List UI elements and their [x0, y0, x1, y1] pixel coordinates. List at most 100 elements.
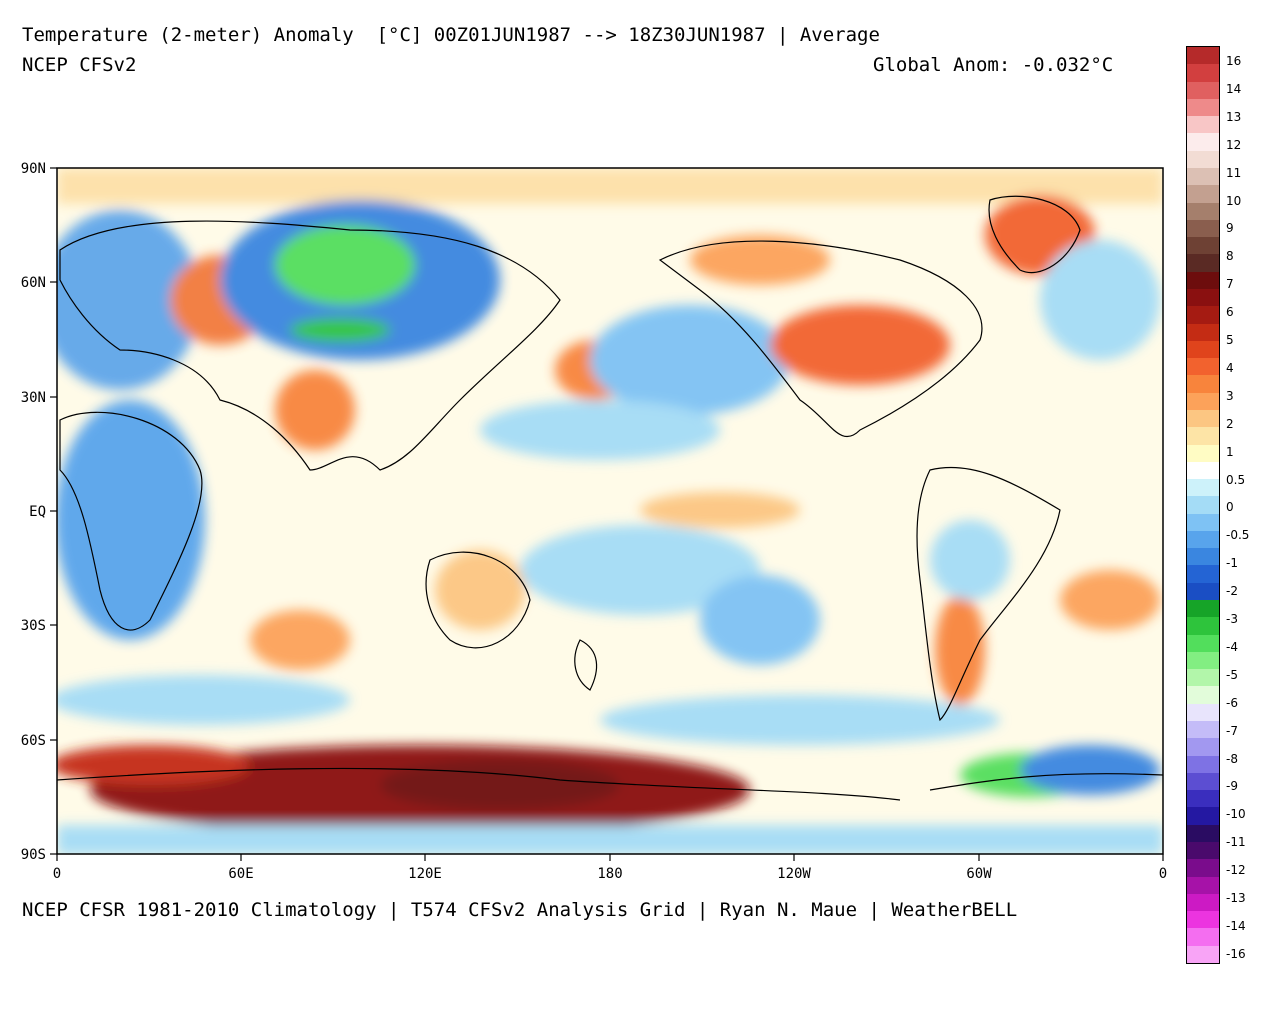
legend-swatch [1187, 185, 1219, 204]
legend-swatch [1187, 98, 1219, 117]
legend-label: -9 [1226, 779, 1238, 794]
legend-swatch [1187, 876, 1219, 895]
legend-swatch [1187, 461, 1219, 480]
legend-label: 1 [1226, 444, 1234, 459]
legend-label: 13 [1226, 109, 1242, 124]
legend-label: 9 [1226, 221, 1234, 236]
legend-swatch [1187, 323, 1219, 342]
legend-swatch [1187, 565, 1219, 584]
legend-swatch [1187, 721, 1219, 739]
legend-swatch [1187, 617, 1219, 636]
legend-swatch [1187, 64, 1219, 83]
legend-label: 6 [1226, 305, 1234, 320]
lat-label: 90S [21, 847, 46, 863]
lon-label: 60E [228, 866, 253, 882]
legend-label: 14 [1226, 81, 1242, 96]
legend-swatch [1187, 358, 1219, 376]
legend-label: -2 [1226, 584, 1238, 599]
lat-label: 90N [21, 161, 46, 177]
legend-swatch [1187, 116, 1219, 134]
chart-title: Temperature (2-meter) Anomaly [°C] 00Z01… [22, 24, 880, 46]
legend-swatch [1187, 392, 1219, 411]
legend-swatch [1187, 150, 1219, 169]
legend-label: -8 [1226, 751, 1238, 766]
legend-swatch [1187, 375, 1219, 394]
legend-label: -4 [1226, 639, 1238, 654]
legend-swatch [1187, 772, 1219, 791]
legend-label: -14 [1226, 918, 1246, 933]
lon-label: 120E [408, 866, 442, 882]
legend-swatch [1187, 306, 1219, 325]
legend-label: 0 [1226, 500, 1234, 515]
legend-swatch [1187, 911, 1219, 929]
legend-swatch [1187, 47, 1219, 65]
legend-swatch [1187, 409, 1219, 428]
legend-swatch [1187, 219, 1219, 238]
legend-swatch [1187, 340, 1219, 359]
legend-label: 2 [1226, 416, 1234, 431]
global-anomaly-value: Global Anom: -0.032°C [873, 54, 1114, 76]
legend-swatch [1187, 686, 1219, 705]
legend-label: -1 [1226, 556, 1238, 571]
legend-label: 4 [1226, 360, 1234, 375]
legend-label: 5 [1226, 333, 1234, 347]
legend-label: 11 [1226, 165, 1242, 180]
legend-label: -10 [1226, 807, 1246, 822]
legend-swatch [1187, 444, 1219, 463]
legend-swatch [1187, 133, 1219, 152]
legend-label: -0.5 [1226, 528, 1250, 543]
legend-swatch [1187, 842, 1219, 860]
legend-swatch [1187, 271, 1219, 290]
legend-swatch [1187, 254, 1219, 273]
legend-label: -7 [1226, 723, 1238, 738]
legend-label: 7 [1226, 277, 1234, 292]
legend-swatch [1187, 703, 1219, 722]
legend-label: -16 [1226, 946, 1246, 961]
lon-label: 0 [1159, 866, 1167, 882]
legend-swatch [1187, 530, 1219, 549]
legend-label: -5 [1226, 667, 1238, 682]
legend-label: 8 [1226, 249, 1234, 264]
legend-swatch [1187, 928, 1219, 947]
legend-label: -6 [1226, 695, 1238, 710]
legend-swatch [1187, 202, 1219, 221]
legend-swatch [1187, 790, 1219, 808]
lon-label: 120W [777, 866, 811, 882]
lon-label: 60W [966, 866, 992, 882]
legend-label: -11 [1226, 835, 1246, 850]
anomaly-map: 90N 60N 30N EQ 30S 60S 90S 0 60E 120E 18… [21, 161, 1168, 882]
legend-swatch [1187, 945, 1219, 964]
legend-swatch [1187, 237, 1219, 255]
lat-label: 30S [21, 618, 46, 634]
color-legend [1186, 46, 1220, 964]
legend-swatch [1187, 496, 1219, 515]
legend-label: -13 [1226, 891, 1246, 905]
legend-swatch [1187, 427, 1219, 445]
legend-label: -3 [1226, 612, 1238, 626]
legend-swatch [1187, 288, 1219, 307]
lat-label: EQ [29, 504, 46, 520]
legend-swatch [1187, 669, 1219, 687]
legend-swatch [1187, 651, 1219, 670]
legend-label: 3 [1226, 388, 1234, 403]
coastlines [57, 195, 1163, 801]
legend-swatch [1187, 807, 1219, 826]
footer-credits: NCEP CFSR 1981-2010 Climatology | T574 C… [22, 899, 1018, 921]
lon-label: 180 [597, 866, 622, 882]
legend-swatch [1187, 738, 1219, 757]
legend-swatch [1187, 548, 1219, 566]
model-name: NCEP CFSv2 [22, 54, 137, 76]
legend-swatch [1187, 513, 1219, 532]
lat-label: 60S [21, 733, 46, 749]
legend-swatch [1187, 81, 1219, 100]
legend-label: -12 [1226, 863, 1246, 878]
legend-label: 12 [1226, 137, 1242, 152]
legend-swatch [1187, 600, 1219, 618]
lat-label: 60N [21, 275, 46, 291]
legend-swatch [1187, 634, 1219, 653]
legend-swatch [1187, 582, 1219, 601]
map-field [57, 168, 1163, 854]
legend-swatch [1187, 859, 1219, 878]
legend-label: 0.5 [1226, 472, 1246, 487]
legend-swatch [1187, 479, 1219, 497]
